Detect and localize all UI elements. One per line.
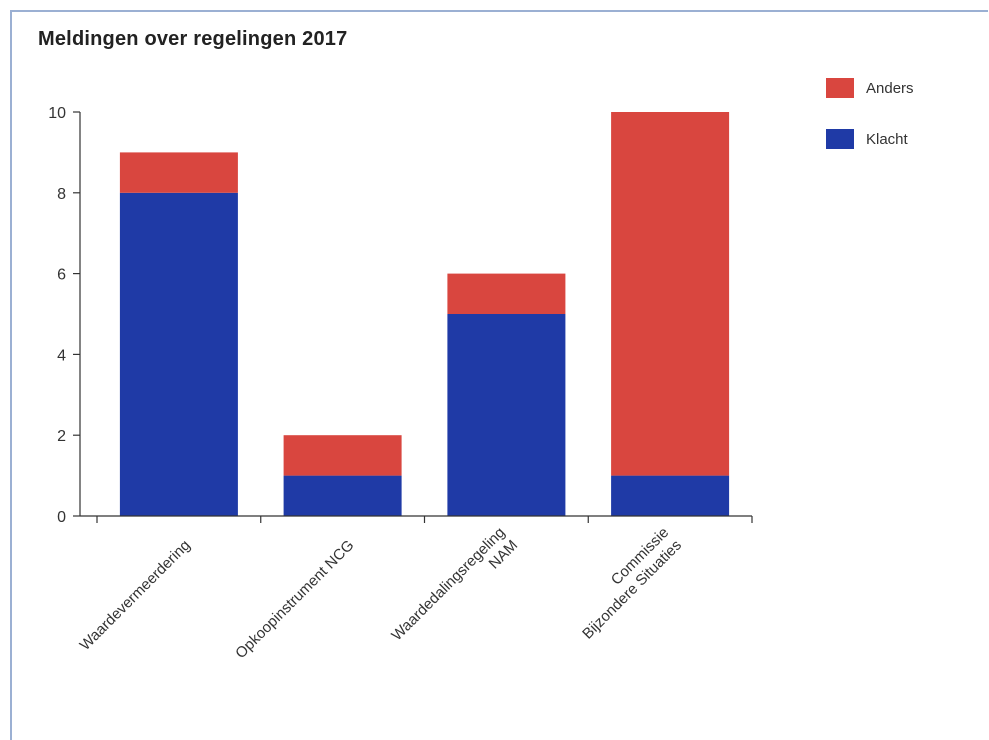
y-ticks-group: 0 2 4 6 8 10	[48, 105, 80, 526]
bars-group	[119, 112, 730, 517]
x-label-line: Waardedalingsregeling	[388, 524, 508, 644]
y-tick-label-6: 6	[57, 267, 66, 284]
legend-swatch-klacht	[826, 129, 854, 149]
x-label-1: Waardevermeerdering	[77, 537, 194, 654]
bar-klacht-1	[119, 192, 238, 517]
chart-frame	[10, 10, 988, 740]
bar-anders-4	[611, 112, 730, 476]
axes-group	[79, 112, 753, 523]
x-label-3: WaardedalingsregelingNAM	[388, 524, 521, 657]
x-label-2: Opkoopinstrument NCG	[232, 537, 357, 662]
y-tick-label-0: 0	[57, 509, 66, 526]
x-labels-group: Waardevermeerdering Opkoopinstrument NCG W…	[77, 524, 685, 662]
y-tick-label-10: 10	[48, 105, 66, 122]
legend: Anders Klacht	[826, 78, 914, 149]
legend-label-klacht: Klacht	[866, 131, 909, 148]
x-label-line: Waardevermeerdering	[77, 537, 194, 654]
legend-label-anders: Anders	[866, 80, 914, 97]
y-tick-label-2: 2	[57, 428, 66, 445]
bar-anders-1	[119, 152, 238, 193]
y-tick-label-8: 8	[57, 186, 66, 203]
bar-anders-3	[447, 273, 566, 314]
bar-klacht-3	[447, 314, 566, 516]
bar-klacht-4	[611, 475, 730, 516]
y-tick-label-4: 4	[57, 347, 66, 364]
bar-klacht-2	[283, 475, 402, 516]
chart-title: Meldingen over regelingen 2017	[38, 28, 348, 50]
x-label-4: CommissieBijzondere Situaties	[566, 524, 684, 642]
bar-anders-2	[283, 435, 402, 476]
legend-swatch-anders	[826, 78, 854, 98]
x-label-line: Opkoopinstrument NCG	[232, 537, 357, 662]
